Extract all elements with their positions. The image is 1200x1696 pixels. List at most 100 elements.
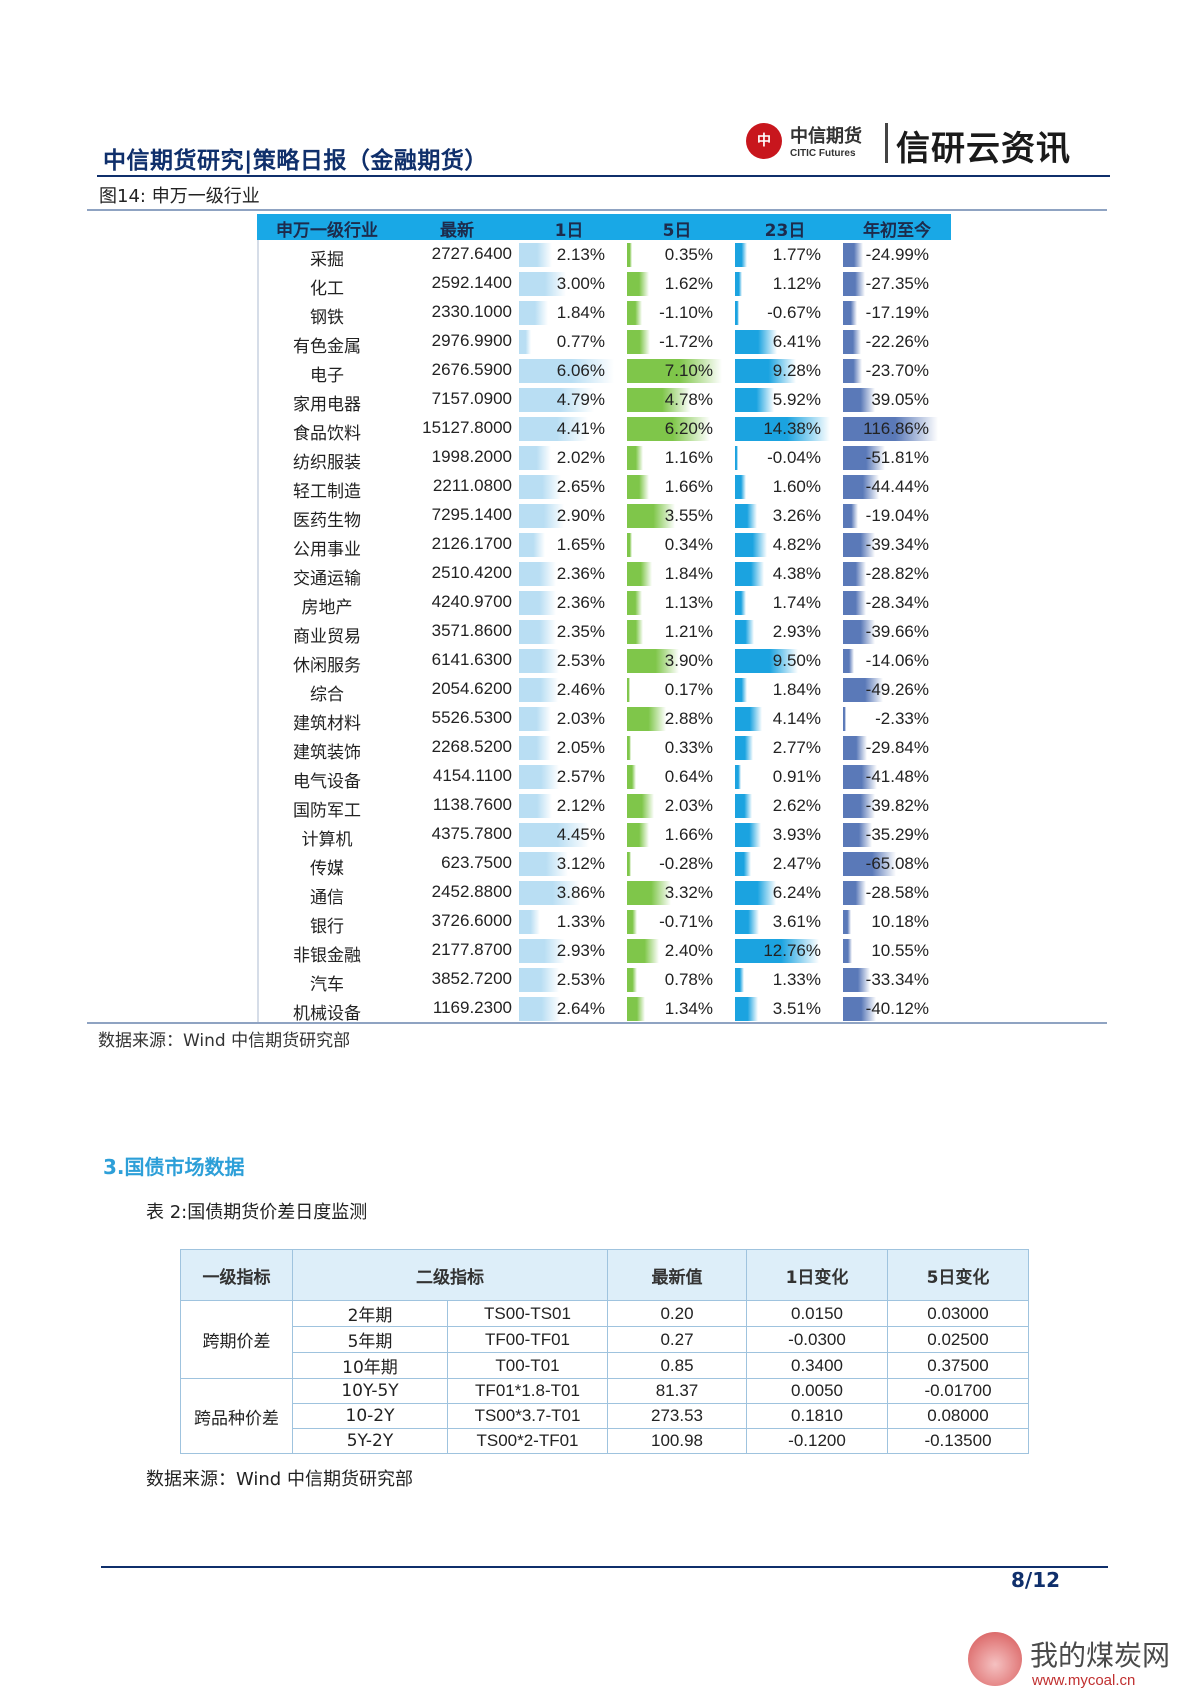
industry-name: 钢铁 [310, 308, 344, 328]
d23-value: -0.04% [767, 448, 821, 467]
d1-cell: 4.79% [519, 387, 619, 413]
d23-databar [735, 881, 777, 905]
logo-cn-text: 中信期货 [790, 126, 862, 147]
latest-value: 2330.1000 [431, 302, 512, 321]
d5-value: 2.03% [664, 796, 713, 815]
latest-value: 1998.2000 [431, 447, 512, 466]
d5-databar [627, 707, 666, 731]
d23-cell: 9.28% [735, 358, 835, 384]
d5-databar [627, 678, 630, 702]
d5-value: 1.16% [664, 448, 713, 467]
ytd-databar [843, 765, 877, 789]
ytd-cell: 39.05% [843, 387, 943, 413]
d1-value: 2.05% [556, 738, 605, 757]
bond-spread-table: 一级指标 二级指标 最新值 1日变化 5日变化 跨期价差 2年期 TS00-TS01… [180, 1249, 1029, 1454]
d1-databar [519, 504, 565, 528]
d23-databar [735, 330, 778, 354]
industry-name: 非银金融 [293, 946, 361, 966]
latest-value: 2676.5900 [431, 360, 512, 379]
d23-cell: 4.14% [735, 706, 835, 732]
table-row: 医药生物 7295.1400 2.90% 3.55% 3.26% -19.04% [257, 502, 951, 531]
ytd-databar [843, 736, 868, 760]
ytd-value: 10.55% [871, 941, 929, 960]
d5-cell: 1.21% [627, 619, 727, 645]
d23-value: 2.47% [772, 854, 821, 873]
d5-value: 4.78% [664, 390, 713, 409]
header-1d: 1日 [554, 221, 584, 241]
table-header-row: 申万一级行业 最新 1日 5日 23日 年初至今 [257, 214, 951, 241]
d5-value: 1.21% [664, 622, 713, 641]
table-row: 有色金属 2976.9900 0.77% -1.72% 6.41% -22.26% [257, 328, 951, 357]
d5-value: -0.28% [659, 854, 713, 873]
d1-value: 2.64% [556, 999, 605, 1018]
ytd-value: 39.05% [871, 390, 929, 409]
table-row: 钢铁 2330.1000 1.84% -1.10% -0.67% -17.19% [257, 299, 951, 328]
ytd-databar [843, 359, 863, 383]
ytd-databar [843, 533, 875, 557]
figure-bottom-rule [87, 1022, 1107, 1024]
latest-value: 2510.4200 [431, 563, 512, 582]
table-row: 纺织服装 1998.2000 2.02% 1.16% -0.04% -51.81% [257, 444, 951, 473]
d23-value: 3.93% [772, 825, 821, 844]
d1-value: 2.65% [556, 477, 605, 496]
d23-cell: 1.12% [735, 271, 835, 297]
table2-header-row: 一级指标 二级指标 最新值 1日变化 5日变化 [180, 1249, 1029, 1301]
d23-databar [735, 823, 761, 847]
table2-caption: 表 2:国债期货价差日度监测 [146, 1202, 368, 1223]
ytd-value: -28.58% [865, 883, 929, 902]
d23-value: 9.28% [772, 361, 821, 380]
latest-value: 4240.9700 [431, 592, 512, 611]
d23-databar [735, 794, 753, 818]
table-row: 非银金融 2177.8700 2.93% 2.40% 12.76% 10.55% [257, 937, 951, 966]
header-industry: 申万一级行业 [276, 221, 378, 241]
ytd-cell: -39.34% [843, 532, 943, 558]
d5-cell: -0.71% [627, 909, 727, 935]
d1-databar [519, 968, 559, 992]
ytd-databar [843, 504, 859, 528]
d5-cell: 1.62% [627, 271, 727, 297]
d1-value: 3.12% [556, 854, 605, 873]
industry-name: 传媒 [310, 859, 344, 879]
d5-cell: -1.72% [627, 329, 727, 355]
d5-databar [627, 910, 637, 934]
table-row: 银行 3726.6000 1.33% -0.71% 3.61% 10.18% [257, 908, 951, 937]
d1-databar [519, 417, 589, 441]
d5-cell: 3.90% [627, 648, 727, 674]
d1-cell: 4.45% [519, 822, 619, 848]
d5-value: 2.88% [664, 709, 713, 728]
ytd-value: -29.84% [865, 738, 929, 757]
table-row: 休闲服务 6141.6300 2.53% 3.90% 9.50% -14.06% [257, 647, 951, 676]
table-row: 跨品种价差 10Y-5Y TF01*1.8-T01 81.37 0.0050 -0.017… [180, 1378, 1029, 1454]
latest-cell: 0.20 [607, 1300, 747, 1327]
header-1d-change: 1日变化 [746, 1249, 888, 1301]
table-row: 计算机 4375.7800 4.45% 1.66% 3.93% -35.29% [257, 821, 951, 850]
ytd-databar [843, 301, 857, 325]
d23-databar [735, 939, 820, 963]
d1-cell: 2.03% [519, 706, 619, 732]
ytd-databar [843, 852, 896, 876]
d5-value: 1.66% [664, 825, 713, 844]
d1-cell: 2.36% [519, 590, 619, 616]
d23-cell: 6.41% [735, 329, 835, 355]
ytd-cell: -2.33% [843, 706, 943, 732]
d5-cell: -0.28% [627, 851, 727, 877]
term-cell: 10年期 [292, 1352, 448, 1379]
d5-databar [627, 591, 643, 615]
d1-value: 1.33% [556, 912, 605, 931]
d5-value: 0.35% [664, 245, 713, 264]
latest-value: 4375.7800 [431, 824, 512, 843]
industry-name: 综合 [310, 685, 344, 705]
d23-databar [735, 359, 797, 383]
d1-value: 2.36% [556, 564, 605, 583]
ytd-cell: -33.34% [843, 967, 943, 993]
industry-name: 休闲服务 [293, 656, 361, 676]
d5-databar [627, 736, 632, 760]
ytd-value: -28.34% [865, 593, 929, 612]
ytd-value: 116.86% [863, 419, 929, 438]
d5-value: -1.72% [659, 332, 713, 351]
d1-value: 2.90% [556, 506, 605, 525]
d5-change-cell: 0.08000 [887, 1403, 1029, 1429]
industry-name: 商业贸易 [293, 627, 361, 647]
d23-cell: 1.33% [735, 967, 835, 993]
group-label: 跨品种价差 [180, 1378, 293, 1454]
